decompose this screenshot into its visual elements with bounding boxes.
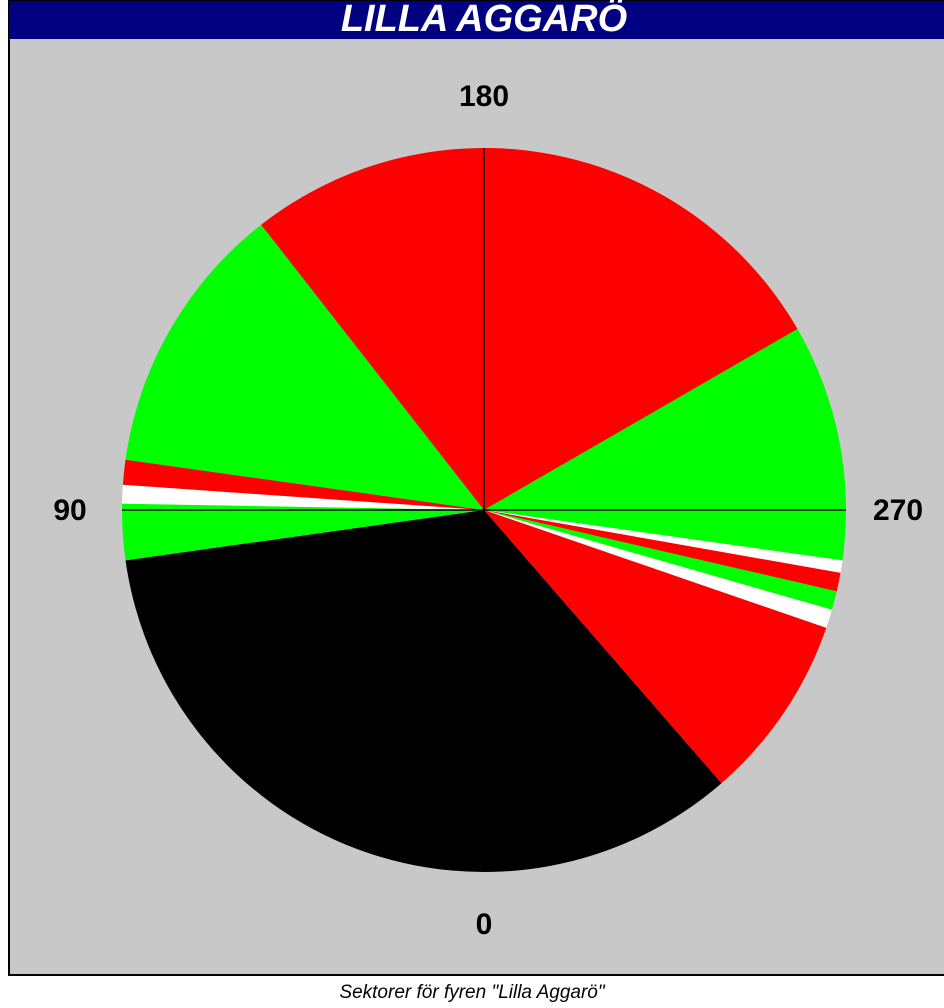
sector — [125, 224, 485, 510]
sector — [125, 510, 722, 872]
sector — [484, 510, 827, 784]
sector — [484, 510, 832, 628]
sector — [122, 503, 484, 561]
bearing-label: 0 — [476, 908, 493, 941]
sector — [261, 148, 798, 511]
sector — [484, 510, 837, 610]
sector — [484, 510, 843, 573]
caption: Sektorer för fyren "Lilla Aggarö" — [339, 982, 605, 1003]
sector — [122, 459, 485, 510]
sector — [484, 510, 841, 592]
bearing-label: 270 — [873, 494, 923, 527]
sector — [484, 329, 847, 561]
sectors — [122, 148, 847, 872]
title: LILLA AGGARÖ — [341, 0, 627, 40]
title-bar — [9, 1, 944, 39]
sector — [122, 484, 484, 510]
bearing-label: 90 — [53, 494, 86, 527]
bearing-labels: 180 90 270 0 — [53, 80, 923, 941]
bearing-label: 180 — [459, 80, 509, 113]
